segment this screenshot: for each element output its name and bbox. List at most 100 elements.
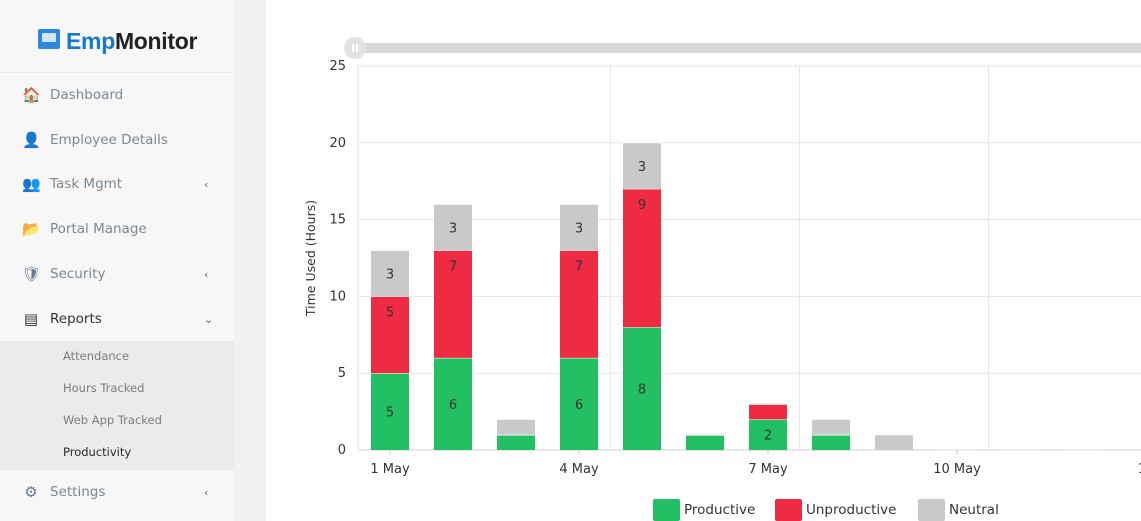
x-tick-label: 10 May <box>933 462 981 477</box>
bar-unproductive-4 <box>560 250 598 358</box>
bar-productive-2 <box>434 357 472 450</box>
bar-unproductive-7 <box>749 403 787 420</box>
bar-productive-1 <box>371 373 409 450</box>
legend-unproductive[interactable]: Unproductive <box>775 499 896 521</box>
y-tick-label: 25 <box>329 59 346 74</box>
bar-productive-5 <box>623 327 661 450</box>
submenu-item-productivity[interactable]: Productivity <box>63 445 132 459</box>
shield-icon: 🛡 <box>22 265 42 283</box>
legend-neutral[interactable]: Neutral <box>918 499 999 521</box>
x-tick-label: 13 <box>1138 462 1141 477</box>
logo-icon <box>38 28 60 49</box>
home-icon: 🏠 <box>22 86 41 104</box>
divider <box>0 72 234 73</box>
bar-unproductive-1 <box>371 296 409 374</box>
legend-swatch-productive <box>653 499 680 521</box>
x-tick-label: 4 May <box>559 462 599 477</box>
sidebar-item-label: Security <box>50 266 106 282</box>
reports-submenu: Attendance Hours Tracked Web App Tracked… <box>0 341 234 470</box>
submenu-item-attendance[interactable]: Attendance <box>63 349 130 363</box>
sidebar-item-portal-manage[interactable]: 📂 Portal Manage <box>0 207 234 251</box>
bar-neutral-9 <box>875 434 913 450</box>
data-label: 3 <box>386 267 394 282</box>
sidebar-item-employee-details[interactable]: 👤 Employee Details <box>0 118 234 162</box>
bar-neutral-2 <box>434 204 472 251</box>
employee-icon: 👤 <box>22 131 41 149</box>
sidebar-item-label: Dashboard <box>50 87 124 103</box>
y-tick-label: 5 <box>338 366 346 381</box>
sidebar-item-settings[interactable]: ⚙ Settings ‹ <box>0 470 234 514</box>
y-tick-label: 10 <box>329 289 346 304</box>
y-tick-label: 20 <box>329 136 346 151</box>
bar-productive-8 <box>812 434 850 450</box>
sidebar-item-dashboard[interactable]: 🏠 Dashboard <box>0 73 234 117</box>
gear-icon: ⚙ <box>24 483 38 501</box>
bar-productive-4 <box>560 357 598 450</box>
x-tick-label: 1 May <box>370 462 410 477</box>
scrollbar-handle[interactable] <box>344 37 366 59</box>
y-tick-label: 15 <box>329 213 346 228</box>
legend-swatch-neutral <box>918 499 945 521</box>
bar-unproductive-3 <box>497 433 535 436</box>
chevron-left-icon: ‹ <box>204 485 209 499</box>
task-icon: 👥 <box>22 175 41 193</box>
bar-neutral-11 <box>1001 449 1039 451</box>
sidebar-item-task-mgmt[interactable]: 👥 Task Mgmt ‹ <box>0 162 234 206</box>
logo[interactable]: EmpMonitor <box>38 28 197 55</box>
data-label: 6 <box>575 398 583 413</box>
bar-neutral-7 <box>749 402 787 405</box>
data-label: 7 <box>575 259 583 274</box>
submenu-item-hours-tracked[interactable]: Hours Tracked <box>63 381 145 395</box>
data-label: 5 <box>386 406 394 421</box>
sidebar-item-reports[interactable]: ▤ Reports ⌄ <box>0 297 234 341</box>
bar-unproductive-8 <box>812 433 850 436</box>
logo-text: EmpMonitor <box>66 28 198 54</box>
report-icon: ▤ <box>23 310 39 328</box>
data-label: 8 <box>638 383 646 398</box>
legend-label: Productive <box>684 502 756 518</box>
data-label: 3 <box>638 160 646 175</box>
sidebar-item-label: Employee Details <box>50 132 168 148</box>
bar-productive-6 <box>686 434 724 450</box>
chevron-left-icon: ‹ <box>204 267 209 281</box>
bar-neutral-4 <box>560 204 598 251</box>
submenu-item-web-app-tracked[interactable]: Web App Tracked <box>63 413 162 427</box>
sidebar-item-label: Reports <box>50 311 102 327</box>
bar-neutral-6 <box>686 433 724 436</box>
bar-neutral-5 <box>623 142 661 189</box>
bar-neutral-12 <box>1064 449 1102 451</box>
sidebar: EmpMonitor 🏠 Dashboard 👤 Employee Detail… <box>0 0 234 521</box>
chevron-down-icon: ⌄ <box>204 312 214 326</box>
data-label: 3 <box>575 221 583 236</box>
data-label: 5 <box>386 305 394 320</box>
x-tick-label: 7 May <box>748 462 788 477</box>
sidebar-item-label: Settings <box>50 484 106 500</box>
sidebar-item-security[interactable]: 🛡 Security ‹ <box>0 252 234 296</box>
sidebar-rail <box>234 0 266 521</box>
data-label: 9 <box>638 198 646 213</box>
legend-swatch-unproductive <box>775 499 802 521</box>
data-label: 7 <box>449 259 457 274</box>
bar-neutral-8 <box>812 419 850 435</box>
scrollbar-track[interactable] <box>358 43 1141 53</box>
sidebar-item-label: Task Mgmt <box>50 176 123 192</box>
legend-label: Neutral <box>949 502 999 518</box>
bar-unproductive-2 <box>434 250 472 358</box>
bar-neutral-1 <box>371 250 409 297</box>
data-label: 6 <box>449 398 457 413</box>
legend-label: Unproductive <box>806 502 897 518</box>
y-tick-label: 0 <box>338 443 346 458</box>
data-label: 2 <box>764 429 772 444</box>
bar-productive-7 <box>749 419 787 450</box>
bar-unproductive-5 <box>623 188 661 328</box>
chevron-left-icon: ‹ <box>204 177 209 191</box>
chart-scrollbar[interactable] <box>344 37 1141 59</box>
sidebar-item-label: Portal Manage <box>50 221 147 237</box>
legend-productive[interactable]: Productive <box>653 499 755 521</box>
y-axis-label: Time Used (Hours) <box>303 200 318 317</box>
bar-neutral-3 <box>497 419 535 435</box>
data-label: 3 <box>449 221 457 236</box>
bar-productive-3 <box>497 434 535 450</box>
folder-icon: 📂 <box>22 220 41 238</box>
